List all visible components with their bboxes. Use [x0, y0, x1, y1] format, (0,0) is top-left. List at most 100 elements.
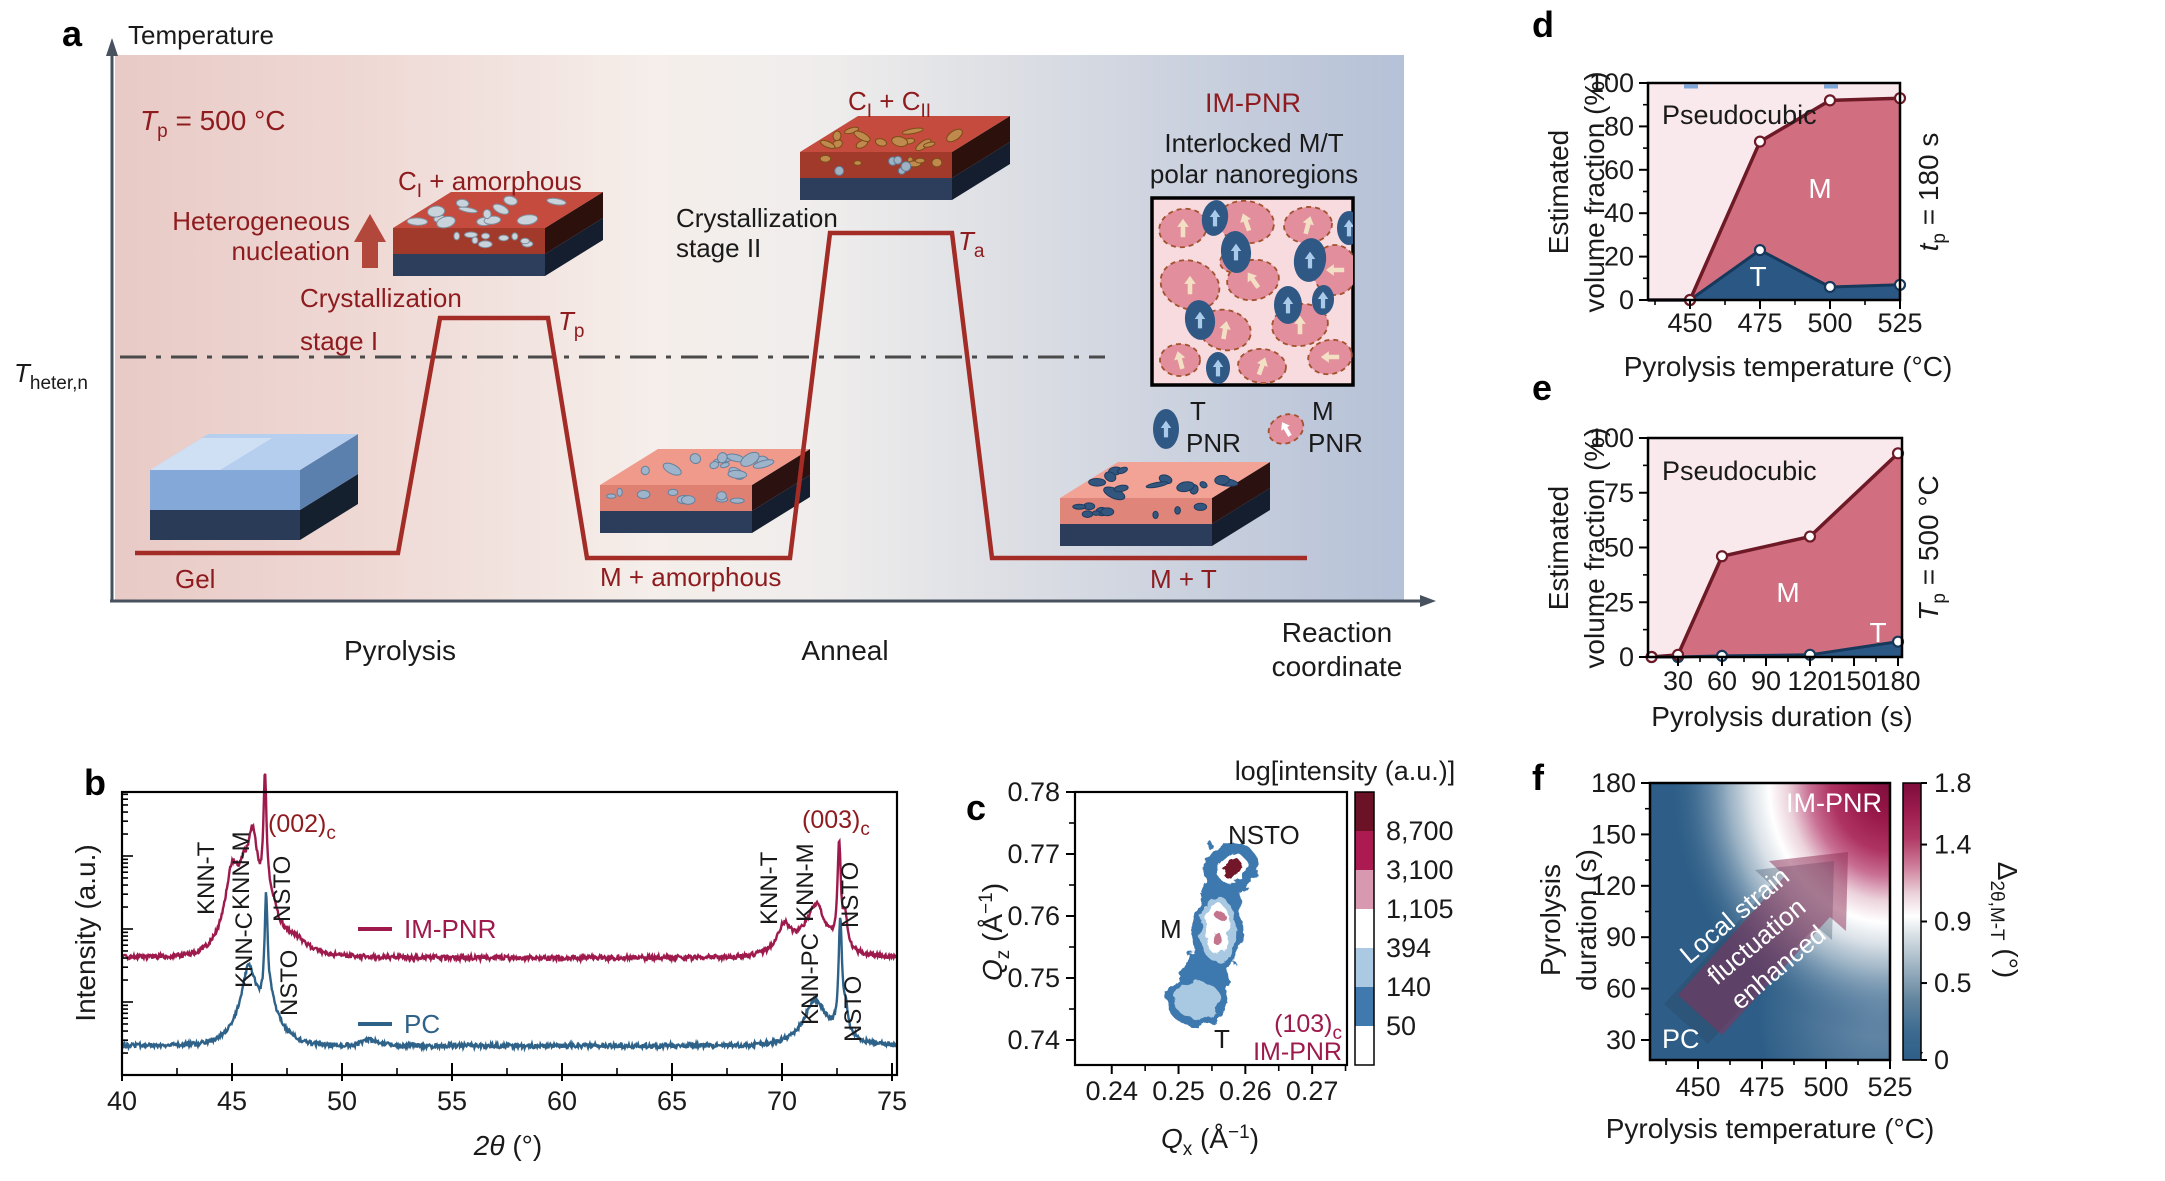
shape — [545, 218, 603, 276]
peak-label-NSTO: NSTO — [269, 856, 296, 922]
condition-label-e: Tp = 500 °C — [1913, 475, 1950, 621]
tick-label: 180 — [1875, 666, 1920, 696]
tick-label: 90 — [1751, 666, 1781, 696]
pnr-arrow-icon — [1174, 351, 1186, 370]
colorbar-segment — [1355, 1026, 1374, 1066]
xrd-curve-IM-PNR — [121, 773, 898, 965]
peak-label-KNN-M: KNN-M — [792, 843, 819, 922]
m-marker — [1823, 94, 1837, 107]
tick-label: 75 — [877, 1086, 907, 1116]
t-region-label-d: T — [1749, 261, 1766, 292]
shape — [752, 475, 810, 533]
temperature-axis-arrowhead — [106, 38, 118, 56]
tick-label: 30 — [1606, 1025, 1636, 1055]
crystallization-stage2-line1: Crystallization — [676, 203, 838, 233]
pnr-arrow-icon — [1294, 315, 1306, 335]
tick-label: 65 — [657, 1086, 687, 1116]
svg-text:tp = 180 s: tp = 180 s — [1913, 133, 1950, 252]
tick-label: 525 — [1877, 308, 1922, 338]
tick-label: 55 — [437, 1086, 467, 1116]
interlocked-line1: Interlocked M/T — [1164, 128, 1343, 158]
pnr-arrow-icon — [1325, 264, 1345, 276]
tick-label: 100 — [1589, 423, 1634, 453]
colorbar-value: 8,700 — [1386, 816, 1454, 846]
tick-label: 20 — [1604, 242, 1634, 272]
peak-label-KNN-M: KNN-M — [228, 831, 255, 910]
shape — [150, 434, 358, 470]
reaction-coordinate-line2: coordinate — [1272, 651, 1403, 682]
pnr-arrow-icon — [1247, 272, 1261, 289]
temperature-axis-label: Temperature — [128, 20, 274, 50]
tick-label: 180 — [1591, 768, 1636, 798]
shape — [1060, 498, 1212, 524]
tick-label: 525 — [1867, 1072, 1912, 1102]
plot-f-border — [1648, 781, 1892, 1062]
pnr-arrow-icon — [1160, 420, 1172, 438]
tick-label: 500 — [1803, 1072, 1848, 1102]
y-axis-label-d-line2: volume fraction (%) — [1579, 71, 1610, 312]
m-pnr-label: PNR — [1308, 428, 1363, 458]
x-axis-label-f: Pyrolysis temperature (°C) — [1606, 1113, 1935, 1144]
shape — [1648, 98, 1900, 300]
shape — [1648, 453, 1902, 657]
colorbar-segment — [1355, 987, 1374, 1027]
panel-b-label: b — [84, 762, 106, 803]
t-marker — [1753, 243, 1767, 257]
legend-pc-label: PC — [404, 1009, 440, 1039]
m-t-label: M + T — [1150, 564, 1217, 594]
panel-f-label: f — [1532, 757, 1545, 798]
tick-label: 0.27 — [1286, 1076, 1339, 1106]
interlocked-line2: polar nanoregions — [1150, 159, 1358, 189]
reaction-coordinate-line1: Reaction — [1282, 617, 1393, 648]
cbar-value: 0.9 — [1934, 907, 1972, 937]
xrd-curve-PC — [120, 892, 898, 1053]
cbar-value: 0.5 — [1934, 968, 1972, 998]
pseudocubic-region-label-e: Pseudocubic — [1662, 456, 1817, 486]
tick-label: 0.26 — [1219, 1076, 1272, 1106]
shape — [1212, 462, 1270, 524]
tick-label: 0.25 — [1152, 1076, 1205, 1106]
peak-label-KNN-C: KNN-C — [231, 912, 258, 988]
rsm-plot-dynamic: 0.78 0.77 0.76 0.75 0.74 0.24 0.25 0.26 0.27 8,70… — [1007, 777, 1453, 1106]
tick-label: 60 — [1606, 974, 1636, 1004]
tick-label: 100 — [1589, 68, 1634, 98]
rsm-blobs — [1166, 840, 1259, 1027]
im-pnr-title: IM-PNR — [1205, 88, 1301, 118]
svg-text:duration (s): duration (s) — [1571, 849, 1602, 991]
tick-label: 450 — [1667, 308, 1712, 338]
cbar-value: 1.8 — [1934, 768, 1972, 798]
colorbar-segment — [1355, 870, 1374, 910]
m-annotation: M — [1160, 914, 1182, 944]
panel-d: d 0 20 40 60 80 100 450 475 500 525 Pseudocubic M… — [1532, 4, 1952, 382]
shape — [1678, 852, 1848, 1035]
tick-label: 40 — [1604, 198, 1634, 228]
peak-label-KNN-T: KNN-T — [193, 841, 220, 915]
plot-d-border — [1646, 81, 1902, 302]
tick-label: 90 — [1606, 922, 1636, 952]
volume-fraction-temp-dynamic: 0 20 40 60 80 100 450 475 500 525 — [1589, 68, 1923, 338]
panel-a-label: a — [62, 13, 83, 54]
x-axis-label-e: Pyrolysis duration (s) — [1651, 701, 1912, 732]
impnr-sample-label: IM-PNR — [1253, 1038, 1342, 1066]
colorbar-segment — [1355, 831, 1374, 871]
pnr-arrow-icon — [1317, 291, 1329, 309]
tick-label: 75 — [1604, 478, 1634, 508]
svg-text:Pyrolysis: Pyrolysis — [1535, 864, 1566, 976]
tick-label: 0.24 — [1085, 1076, 1138, 1106]
y-axis-label-f-line2: duration (s) — [1571, 849, 1602, 991]
shape — [1648, 641, 1902, 657]
polar-nanoregions — [1158, 199, 1353, 384]
tick-label: 0 — [1619, 285, 1634, 315]
tick-label: 475 — [1737, 308, 1782, 338]
xrd-plot-border — [120, 790, 899, 1077]
tick-label: 150 — [1831, 666, 1876, 696]
panel-e-label: e — [1532, 367, 1552, 408]
tick-label: 475 — [1739, 1072, 1784, 1102]
pnr-arrow-icon — [1212, 359, 1224, 377]
shape — [600, 485, 752, 511]
temperature-profile — [135, 230, 1307, 561]
pnr-arrow-icon — [1219, 320, 1231, 340]
tick-label: 60 — [547, 1086, 577, 1116]
